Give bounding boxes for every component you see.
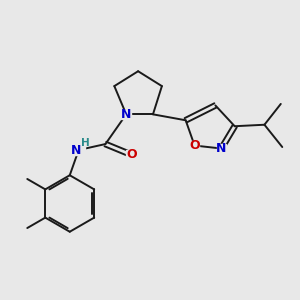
Polygon shape <box>190 141 199 150</box>
Text: O: O <box>189 139 200 152</box>
Text: N: N <box>216 142 226 155</box>
Polygon shape <box>217 144 226 153</box>
Text: H: H <box>81 139 90 148</box>
Polygon shape <box>126 150 135 159</box>
Text: O: O <box>127 148 137 161</box>
Text: N: N <box>71 143 82 157</box>
Text: N: N <box>121 108 131 121</box>
Polygon shape <box>122 110 131 119</box>
Polygon shape <box>72 145 86 155</box>
